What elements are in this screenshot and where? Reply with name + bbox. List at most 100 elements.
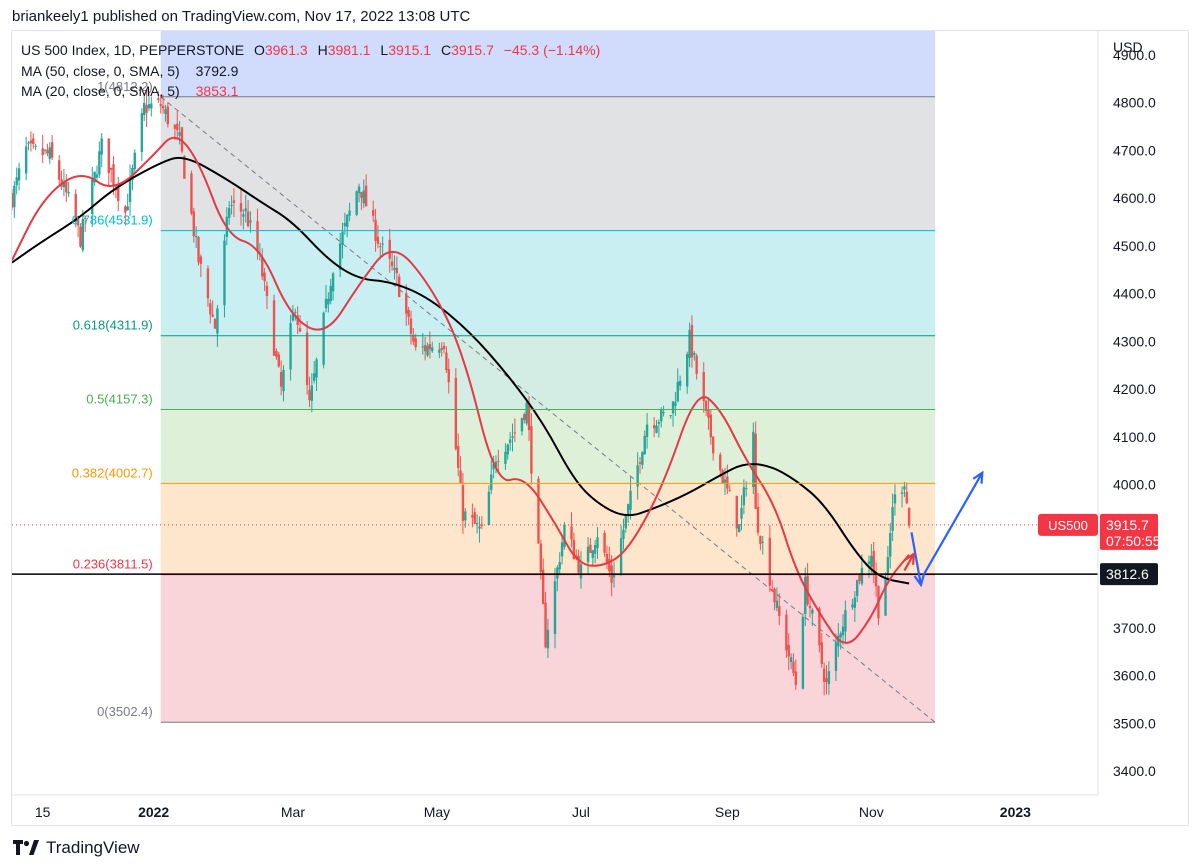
- fib-level-label: 0.382(4002.7): [72, 465, 153, 480]
- fib-zone: [160, 230, 936, 336]
- candle-body: [553, 581, 557, 634]
- price-axis-tick: 4600.0: [1113, 190, 1156, 206]
- red-hint-arrow: [903, 553, 915, 572]
- tradingview-logo[interactable]: TradingView: [12, 838, 140, 858]
- candle-body: [556, 567, 559, 579]
- candle-body: [65, 181, 68, 193]
- candle-body: [282, 370, 285, 392]
- candle-body: [508, 439, 512, 443]
- candle-body: [261, 256, 264, 277]
- candle-body: [305, 332, 309, 386]
- legend-change: −45.3 (−1.14%): [503, 42, 601, 58]
- candle-body: [357, 186, 361, 194]
- fib-zone: [160, 409, 936, 484]
- candle-body: [133, 152, 136, 170]
- candle-body: [338, 243, 342, 270]
- candle-body: [520, 418, 524, 432]
- candle-body: [364, 185, 368, 207]
- price-axis-tick: 4400.0: [1113, 286, 1156, 302]
- candle-body: [728, 490, 731, 492]
- candle-body: [907, 507, 911, 526]
- candle-body: [804, 576, 807, 614]
- candle-body: [348, 210, 351, 216]
- projection-arrow-head: [913, 574, 925, 588]
- candle-body: [742, 487, 746, 506]
- candle-body: [678, 380, 682, 386]
- legend-high-label: H: [317, 42, 328, 58]
- candle-body: [157, 98, 160, 101]
- candle-body: [459, 470, 462, 483]
- candle-body: [638, 462, 642, 464]
- candle-body: [759, 536, 762, 544]
- candle-body: [190, 173, 193, 214]
- candle-body: [593, 545, 597, 554]
- candle-body: [109, 167, 113, 170]
- candle-body: [289, 323, 292, 370]
- projection-arrows: [903, 470, 984, 588]
- candle-body: [527, 404, 531, 431]
- candle-body: [735, 495, 738, 529]
- candle-body: [249, 220, 252, 223]
- candle-body: [244, 208, 247, 212]
- plot-area: 1(4812.2) 0.786(4531.9) 0.618(4311.9) 0.5(4…: [12, 31, 1098, 723]
- candle-body: [48, 147, 51, 159]
- candle-body: [58, 160, 61, 180]
- price-axis-tick: 4900.0: [1113, 47, 1156, 63]
- candle-body: [870, 555, 873, 567]
- candle-body: [723, 479, 727, 483]
- price-axis-tick: 4000.0: [1113, 477, 1156, 493]
- candle-body: [605, 553, 609, 564]
- candle-body: [428, 343, 432, 350]
- candle-body: [412, 335, 415, 342]
- legend-low: 3915.1: [388, 42, 432, 58]
- chart-frame[interactable]: [11, 30, 1189, 826]
- candle-body: [740, 508, 743, 519]
- candle-body: [889, 533, 892, 557]
- candle-body: [232, 200, 236, 203]
- candle-body: [454, 377, 458, 449]
- publish-line: briankeely1 published on TradingView.com…: [12, 8, 471, 25]
- candle-body: [161, 105, 165, 109]
- fib-level-label: 1(4812.2): [97, 79, 153, 94]
- candle-body: [891, 507, 894, 531]
- candle-body: [150, 103, 153, 109]
- candle-body: [546, 629, 550, 649]
- candle-body: [860, 567, 864, 584]
- candle-body: [818, 608, 821, 646]
- price-axis-tick: 4100.0: [1113, 429, 1156, 445]
- candle-body: [291, 313, 295, 321]
- candle-body: [457, 446, 460, 468]
- candle-body: [197, 236, 200, 263]
- candle-body: [794, 671, 798, 685]
- candle-body: [143, 102, 146, 116]
- candle-body: [851, 604, 854, 608]
- fib-level-label: 0(3502.4): [97, 704, 153, 719]
- candle-body: [652, 425, 656, 429]
- candle-body: [277, 354, 280, 367]
- candle-body: [785, 614, 788, 651]
- symbol-badge: [1038, 513, 1098, 536]
- candle-body: [660, 409, 663, 422]
- candle-body: [688, 329, 691, 359]
- ma50-line: [12, 156, 910, 585]
- candle-body: [884, 579, 887, 616]
- projection-arrow: [922, 472, 984, 576]
- candle-body: [841, 626, 845, 636]
- candle-body: [199, 256, 203, 264]
- candle-body: [464, 511, 467, 521]
- candle-body: [676, 381, 679, 402]
- candle-body: [513, 432, 517, 434]
- candle-body: [475, 523, 479, 525]
- candle-body: [903, 486, 906, 490]
- candle-body: [265, 285, 269, 296]
- candle-body: [15, 177, 18, 186]
- candle-body: [636, 465, 639, 487]
- candle-body: [853, 597, 857, 608]
- candle-body: [147, 104, 151, 109]
- last-price-badge: [1100, 513, 1158, 550]
- candle-body: [695, 355, 698, 374]
- candle-body: [43, 149, 47, 151]
- candle-body: [497, 460, 500, 462]
- candle-body: [107, 138, 110, 173]
